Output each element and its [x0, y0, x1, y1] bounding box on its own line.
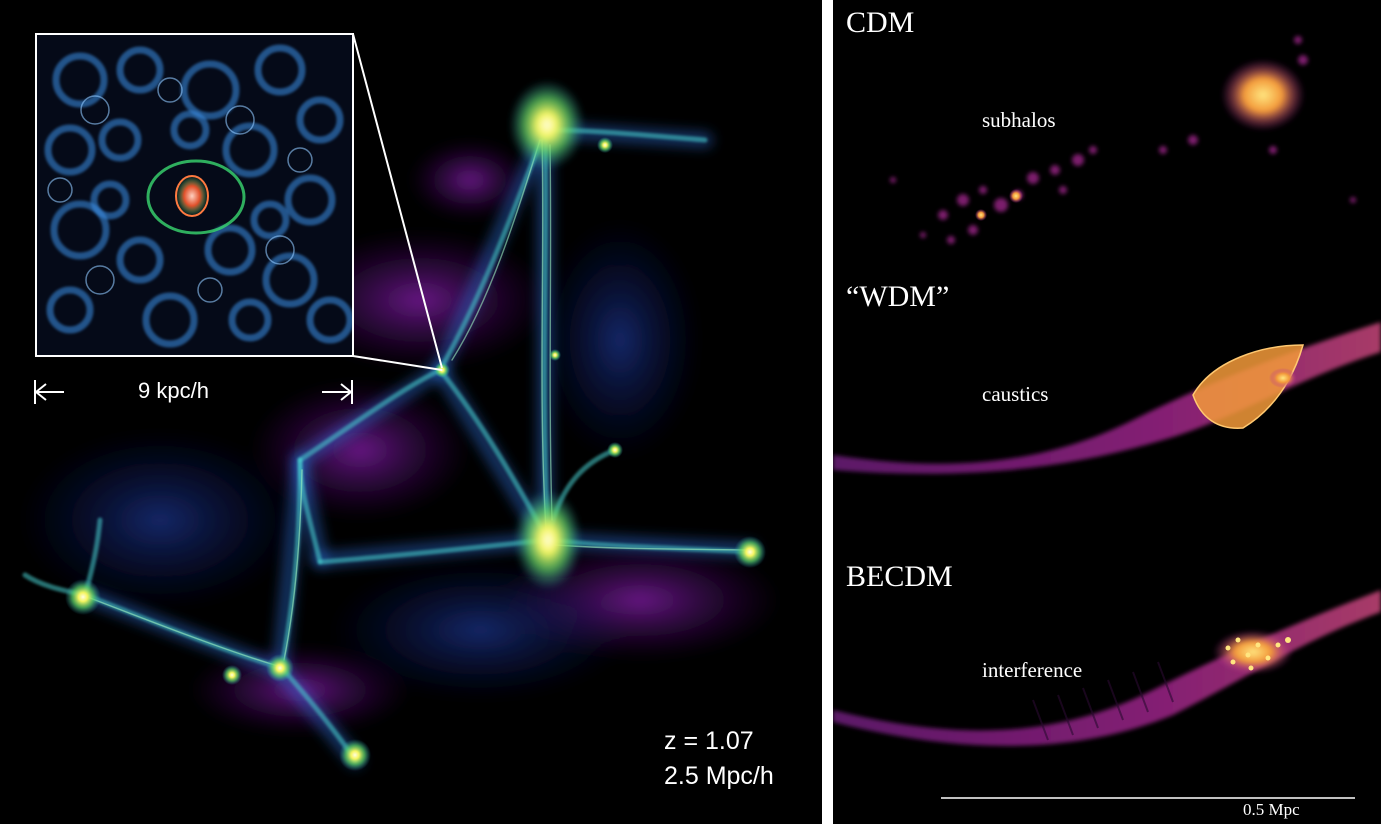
cosmic-web-panel: 9 kpc/h z = 1.07 2.5 Mpc/h [0, 0, 822, 824]
inset-scale-label: 9 kpc/h [138, 378, 209, 403]
model-title-cdm: CDM [846, 6, 915, 39]
model-title-wdm: “WDM” [846, 280, 950, 313]
inset-scale-arrows [34, 380, 353, 404]
wdm-density-map [833, 322, 1381, 474]
model-comparison-render [833, 36, 1381, 799]
zoom-line-bottom [352, 355, 443, 371]
model-title-becdm: BECDM [846, 560, 953, 593]
zoom-line-top [352, 33, 443, 369]
model-comparison-panel: CDM subhalos “WDM” caustics BECDM interf… [833, 0, 1381, 824]
box-size-label: 2.5 Mpc/h [664, 762, 774, 790]
becdm-density-map [833, 590, 1381, 746]
redshift-label: z = 1.07 [664, 727, 754, 755]
cosmic-web-render [20, 33, 780, 771]
feature-label-subhalos: subhalos [982, 108, 1056, 132]
cdm-density-map [890, 36, 1356, 244]
inset-frame [35, 33, 354, 357]
dark-matter-halos [65, 80, 766, 771]
zoom-inset [35, 33, 443, 371]
inset-granules [44, 44, 353, 348]
feature-label-caustics: caustics [982, 382, 1049, 406]
scale-bar-label: 0.5 Mpc [1243, 800, 1300, 819]
feature-label-interference: interference [982, 658, 1083, 682]
